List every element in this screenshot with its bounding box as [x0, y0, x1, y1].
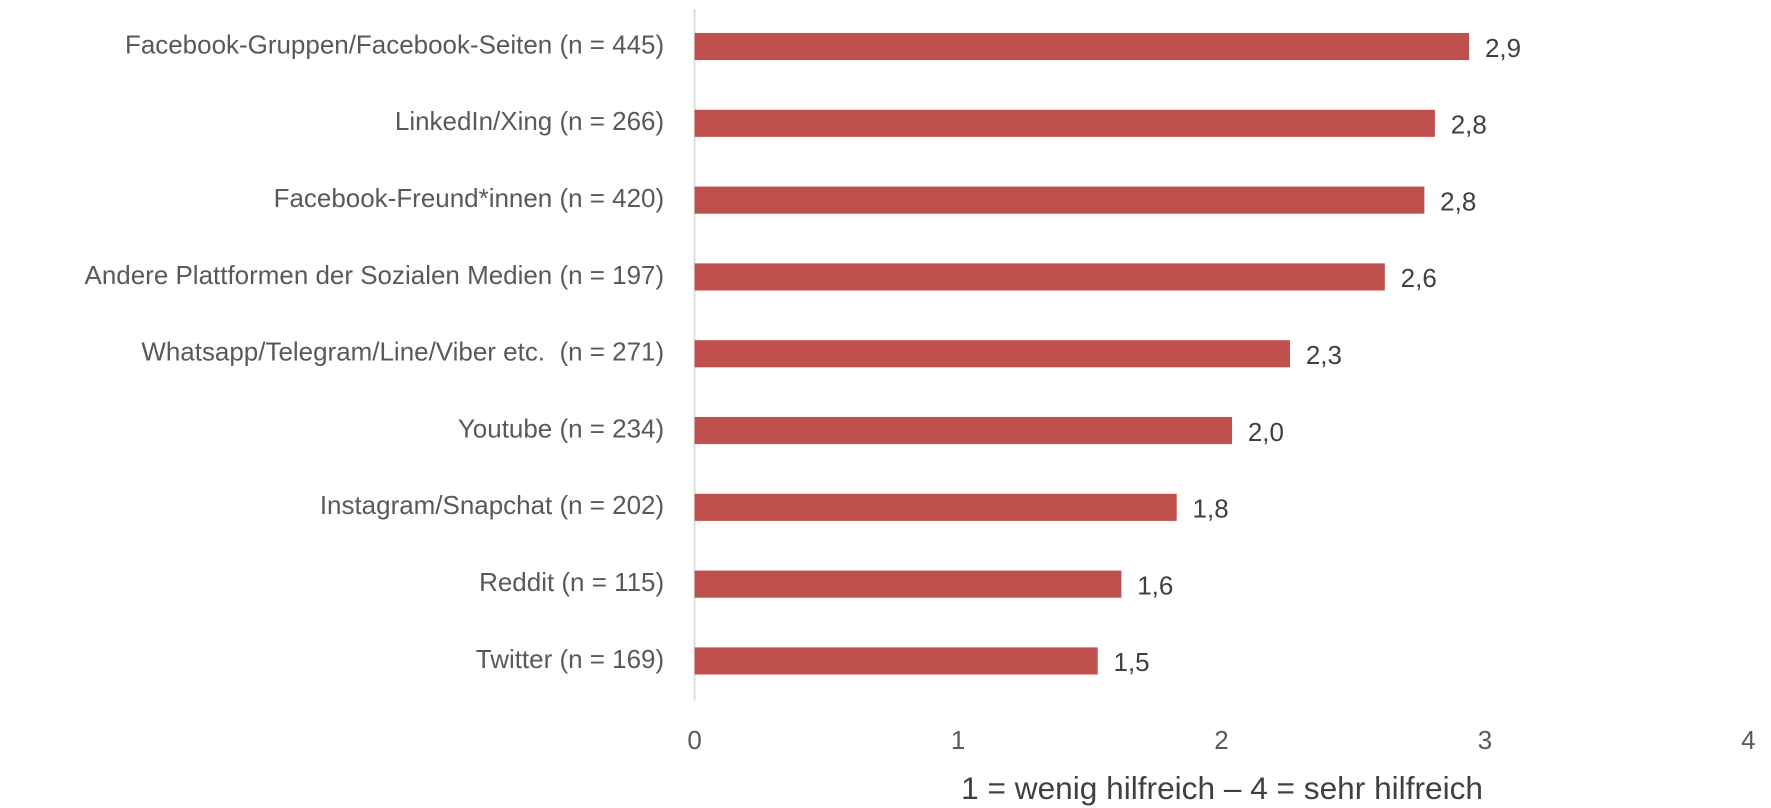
x-tick-label: 3: [1478, 725, 1492, 755]
x-axis-title: 1 = wenig hilfreich – 4 = sehr hilfreich: [961, 770, 1483, 806]
x-tick-label: 0: [687, 725, 701, 755]
bar: [694, 263, 1385, 291]
bar: [694, 570, 1122, 598]
bar: [694, 416, 1233, 445]
x-tick-label: 4: [1741, 725, 1755, 755]
category-label: Youtube (n = 234): [458, 413, 664, 443]
value-label: 1,6: [1137, 570, 1173, 600]
value-label: 2,8: [1451, 110, 1487, 140]
value-label: 2,6: [1401, 263, 1437, 293]
x-tick-label: 1: [951, 725, 965, 755]
bar: [694, 186, 1425, 214]
value-label: 2,9: [1485, 33, 1521, 63]
value-label: 2,8: [1440, 186, 1476, 216]
value-label: 1,5: [1114, 647, 1150, 677]
category-label: Facebook-Freund*innen (n = 420): [274, 183, 665, 213]
category-label: Instagram/Snapchat (n = 202): [320, 490, 664, 520]
category-label: Reddit (n = 115): [479, 567, 664, 597]
bar: [694, 32, 1470, 61]
category-label: Facebook-Gruppen/Facebook-Seiten (n = 44…: [125, 29, 664, 59]
bar: [694, 109, 1435, 137]
bar: [694, 340, 1291, 368]
category-label: Whatsapp/Telegram/Line/Viber etc. (n = 2…: [141, 337, 664, 367]
value-label: 2,3: [1306, 340, 1342, 370]
bar: [694, 493, 1177, 521]
value-label: 2,0: [1248, 417, 1284, 447]
category-label: Andere Plattformen der Sozialen Medien (…: [85, 260, 665, 290]
category-label: LinkedIn/Xing (n = 266): [395, 106, 664, 136]
bar: [694, 647, 1098, 675]
value-label: 1,8: [1193, 494, 1229, 524]
category-label: Twitter (n = 169): [476, 644, 664, 674]
x-tick-label: 2: [1214, 725, 1228, 755]
